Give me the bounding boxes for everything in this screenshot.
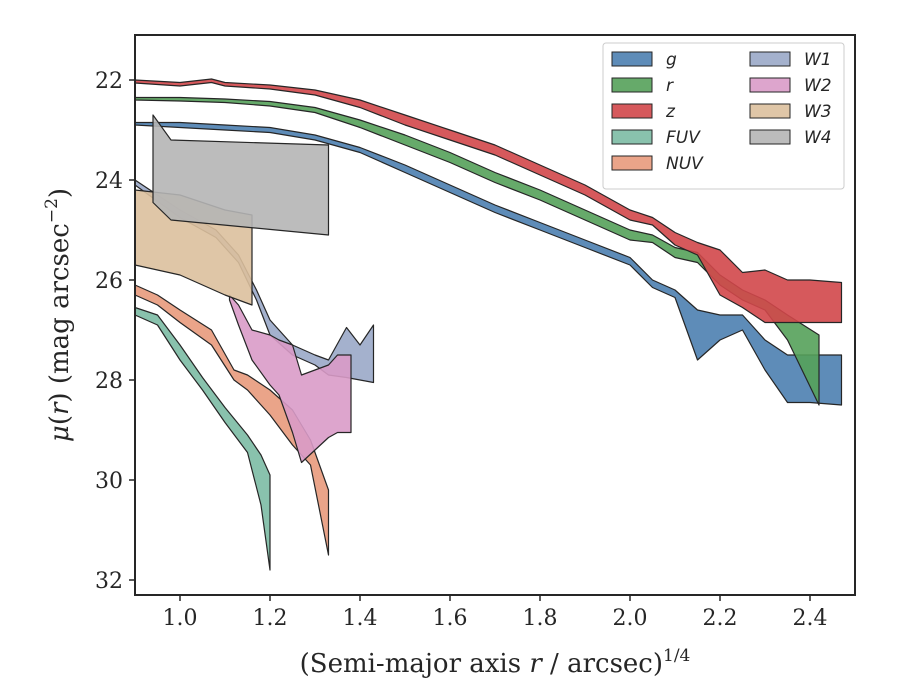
legend-swatch-w2 (749, 77, 791, 93)
legend-label-g: g (666, 50, 677, 70)
x-tick-label: 2.2 (703, 606, 738, 631)
y-tick-label: 24 (95, 169, 123, 194)
series-band-g (134, 121, 843, 406)
series-band-z (134, 78, 843, 324)
series-band-w4 (152, 114, 330, 236)
legend-swatch-g (611, 51, 653, 67)
legend-swatch-w1 (749, 51, 791, 67)
x-tick-label: 1.8 (523, 606, 558, 631)
legend-swatch-fuv (611, 129, 653, 145)
plot-frame (134, 34, 856, 596)
y-tick-label: 28 (95, 369, 123, 394)
legend-label-z: z (665, 102, 676, 122)
legend-label-w4: W4 (804, 128, 832, 148)
x-axis-label: (Semi-major axis r / arcsec)1/4 (300, 646, 691, 679)
x-tick-label: 2.0 (613, 606, 648, 631)
x-tick-label: 2.4 (793, 606, 828, 631)
y-axis-label: μ(r) (mag arcsec−2) (42, 188, 75, 442)
x-tick-label: 1.4 (343, 606, 378, 631)
legend-swatch-w4 (749, 129, 791, 145)
y-tick-label: 26 (95, 269, 123, 294)
x-tick-label: 1.6 (433, 606, 468, 631)
legend-swatch-nuv (611, 155, 653, 171)
legend-label-w2: W2 (804, 76, 832, 96)
y-axis: 22 24 26 28 30 32 (95, 69, 135, 594)
x-tick-label: 1.0 (163, 606, 198, 631)
legend: grz FUV NUV W1 W2 W3 W4 (602, 42, 845, 190)
series-band-r (134, 96, 820, 406)
legend-label-w3: W3 (804, 102, 832, 122)
legend-swatch-r (611, 77, 653, 93)
y-tick-label: 22 (95, 69, 123, 94)
x-tick-label: 1.2 (253, 606, 288, 631)
legend-label-fuv: FUV (666, 128, 701, 148)
legend-swatch-w3 (749, 103, 791, 119)
y-tick-label: 32 (95, 569, 123, 594)
x-axis: 1.0 1.2 1.4 1.6 1.8 2.0 2.2 2.4 (163, 595, 828, 631)
series-band-w2 (228, 294, 352, 464)
series-layer (134, 78, 843, 571)
legend-label-w1: W1 (804, 50, 832, 70)
legend-label-r: r (666, 76, 674, 96)
legend-label-nuv: NUV (666, 154, 704, 174)
series-band-fuv (134, 306, 271, 571)
y-tick-label: 30 (95, 469, 123, 494)
legend-swatch-z (611, 103, 653, 119)
